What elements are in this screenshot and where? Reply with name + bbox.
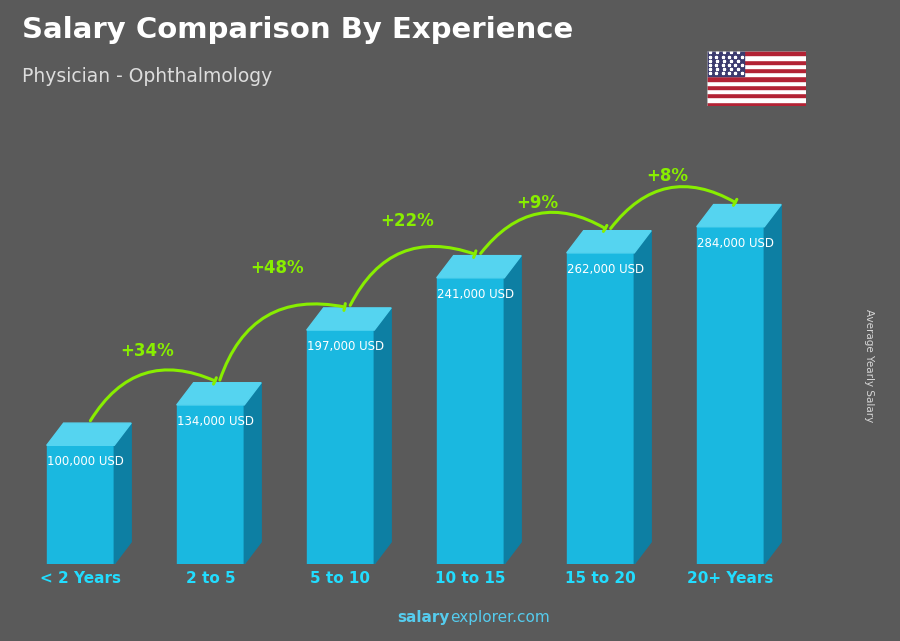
- Bar: [706, 89, 806, 93]
- Text: salary: salary: [398, 610, 450, 625]
- Text: Average Yearly Salary: Average Yearly Salary: [863, 309, 874, 422]
- Text: 134,000 USD: 134,000 USD: [177, 415, 254, 428]
- Text: 262,000 USD: 262,000 USD: [567, 263, 644, 276]
- Bar: [706, 81, 806, 85]
- Bar: [706, 51, 806, 56]
- Text: +48%: +48%: [250, 259, 304, 277]
- Text: 197,000 USD: 197,000 USD: [307, 340, 384, 353]
- Polygon shape: [244, 383, 261, 564]
- Polygon shape: [176, 383, 261, 405]
- Bar: [706, 60, 806, 64]
- Bar: [706, 51, 744, 76]
- Polygon shape: [307, 308, 392, 330]
- Polygon shape: [114, 423, 131, 564]
- Polygon shape: [634, 231, 652, 564]
- Bar: [706, 97, 806, 101]
- Text: 241,000 USD: 241,000 USD: [437, 288, 514, 301]
- Bar: [706, 64, 806, 68]
- Bar: [706, 56, 806, 60]
- Polygon shape: [697, 204, 781, 227]
- Polygon shape: [47, 423, 131, 445]
- Polygon shape: [374, 308, 392, 564]
- Polygon shape: [567, 231, 652, 253]
- Text: explorer.com: explorer.com: [450, 610, 550, 625]
- Text: +8%: +8%: [646, 167, 688, 185]
- Bar: [706, 93, 806, 97]
- Text: +9%: +9%: [517, 194, 559, 212]
- Bar: [706, 76, 806, 81]
- Bar: [706, 72, 806, 76]
- Bar: [176, 405, 244, 564]
- Bar: [436, 278, 504, 564]
- Bar: [706, 101, 806, 106]
- Text: Salary Comparison By Experience: Salary Comparison By Experience: [22, 16, 574, 44]
- Bar: [567, 253, 634, 564]
- Bar: [47, 445, 114, 564]
- Text: Physician - Ophthalmology: Physician - Ophthalmology: [22, 67, 273, 87]
- Bar: [307, 330, 374, 564]
- Polygon shape: [436, 256, 521, 278]
- Polygon shape: [764, 204, 781, 564]
- Text: +22%: +22%: [381, 212, 435, 230]
- Text: 100,000 USD: 100,000 USD: [47, 455, 124, 469]
- Polygon shape: [504, 256, 521, 564]
- Text: +34%: +34%: [121, 342, 175, 360]
- Text: 284,000 USD: 284,000 USD: [698, 237, 774, 250]
- Bar: [706, 68, 806, 72]
- Bar: [706, 85, 806, 89]
- Bar: [697, 227, 764, 564]
